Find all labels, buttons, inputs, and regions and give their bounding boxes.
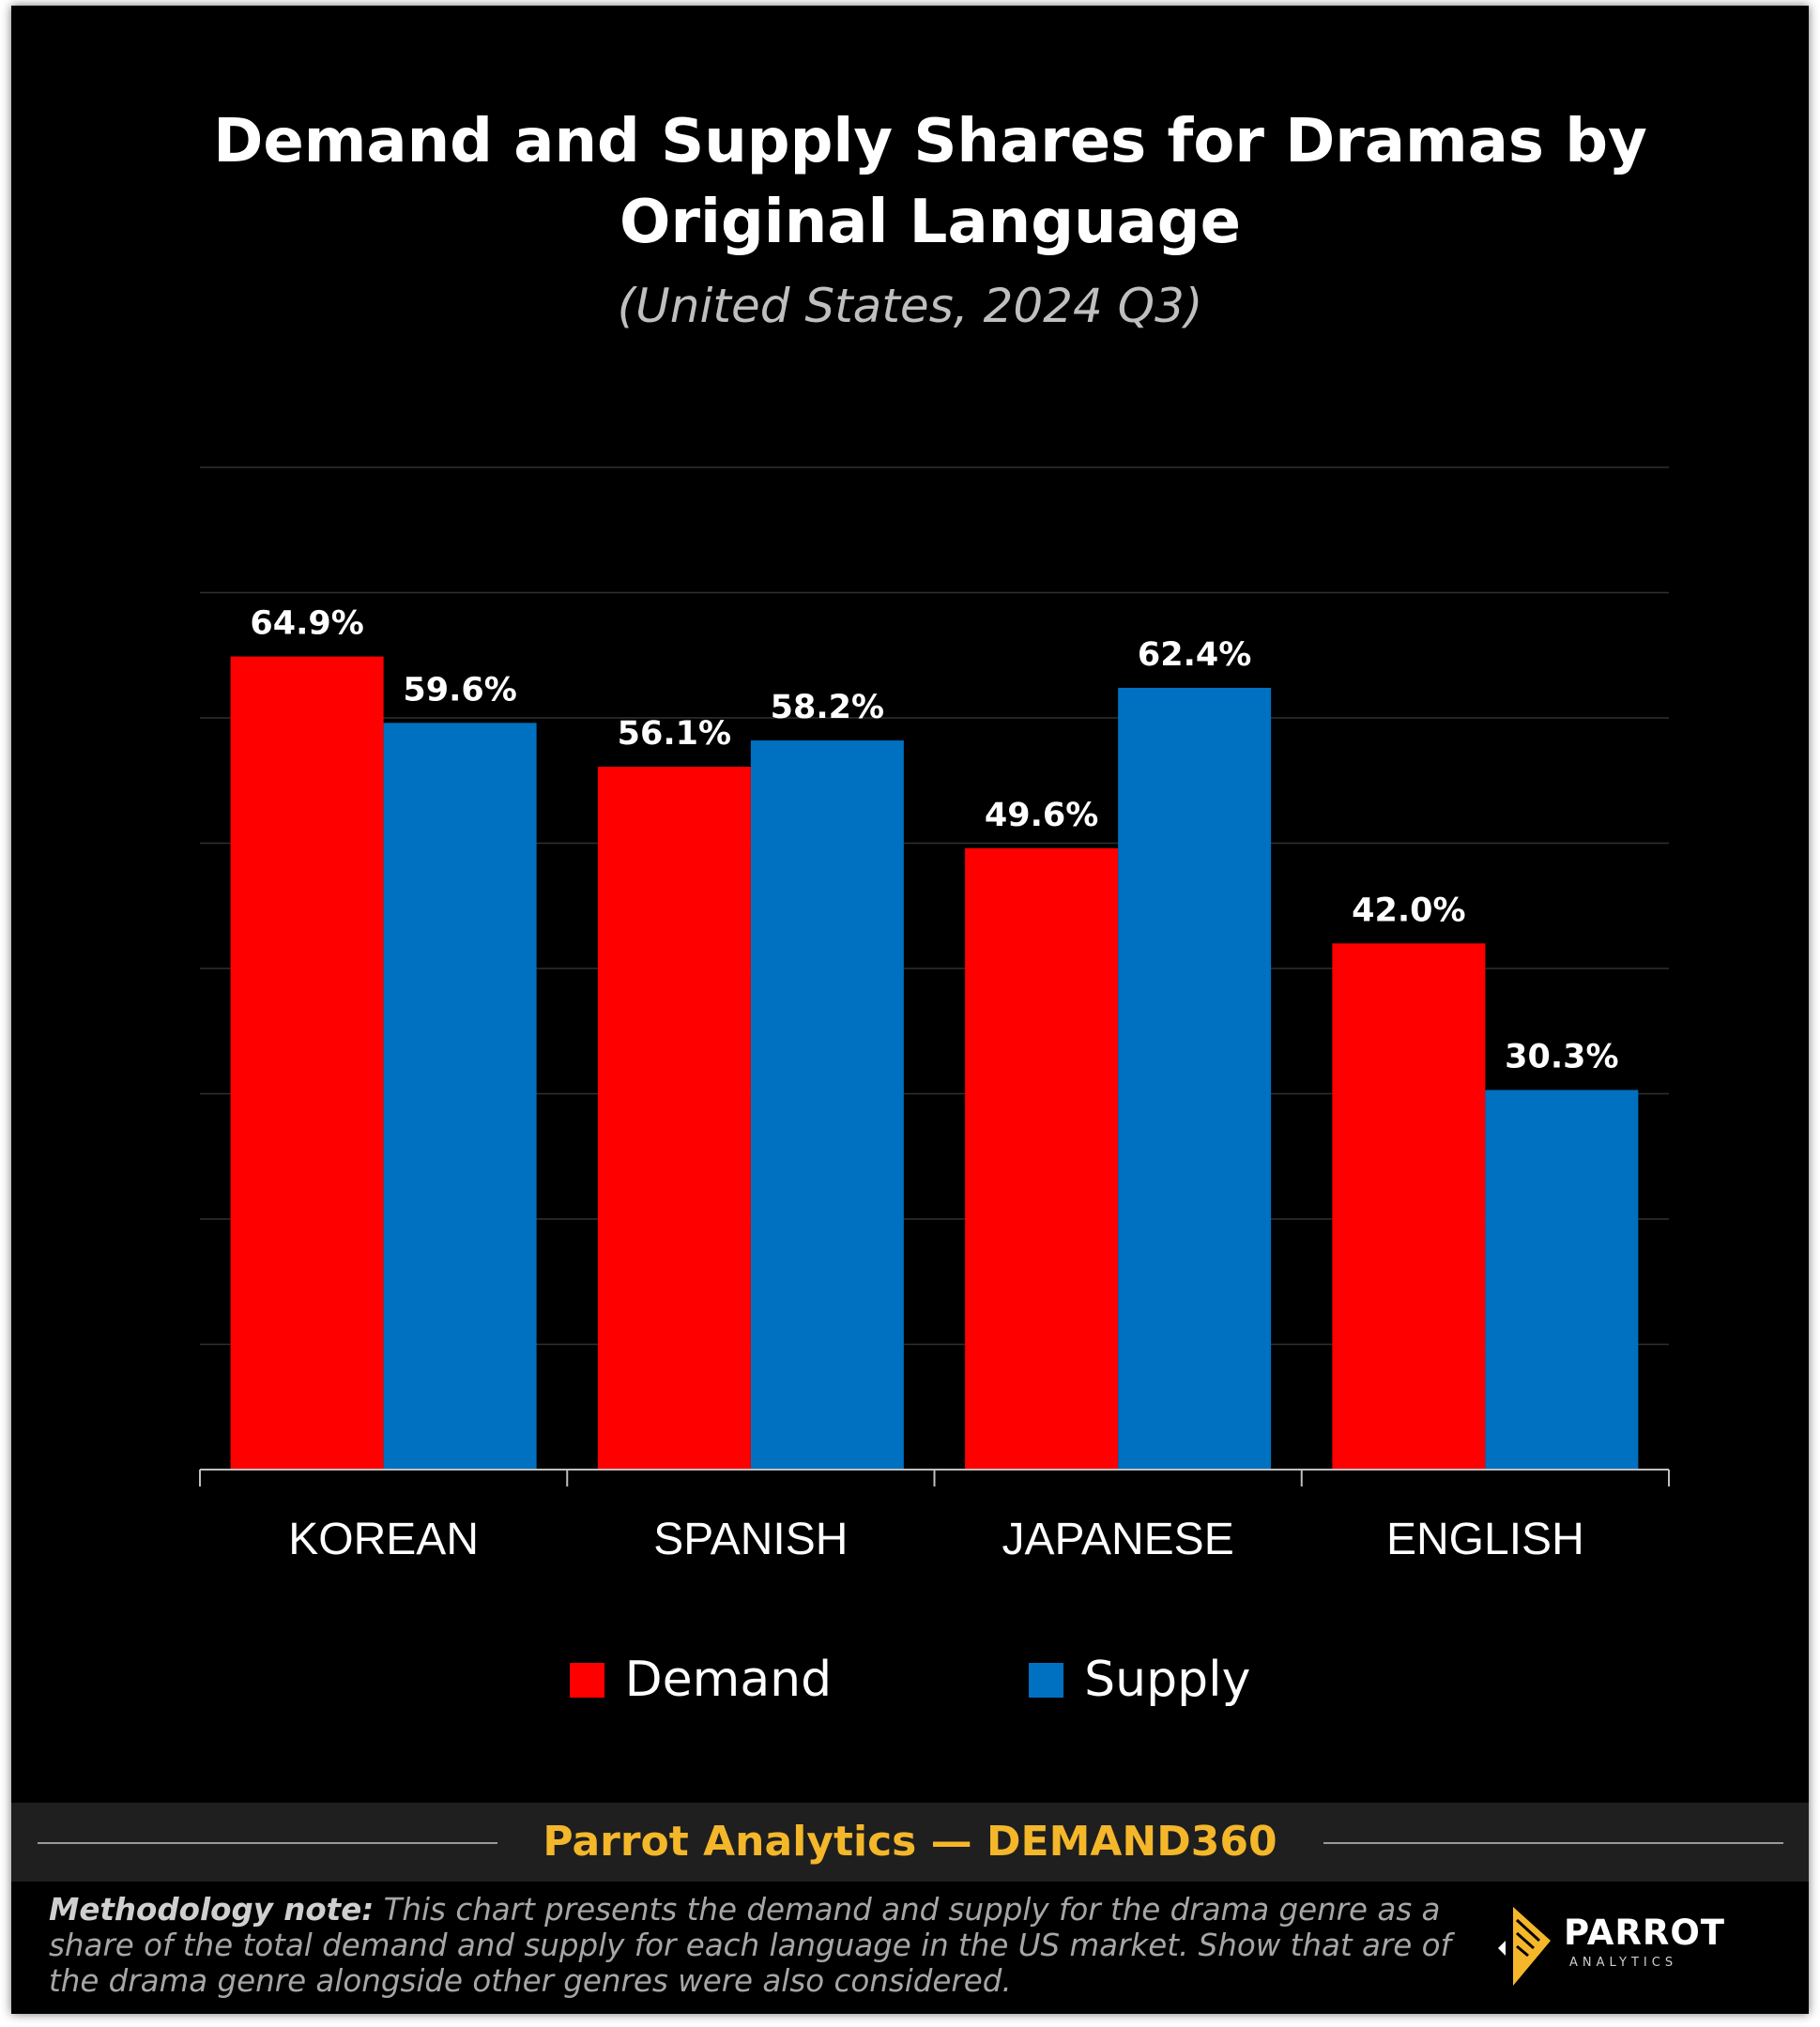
bar-supply [1485,1090,1639,1470]
parrot-analytics-logo: PARROT ANALYTICS [1492,1899,1724,1993]
legend-swatch-supply [1029,1662,1064,1698]
data-label: 30.3% [1505,1038,1618,1075]
data-label: 62.4% [1138,636,1251,674]
bar-demand [597,767,751,1470]
legend-label-supply: Supply [1084,1652,1251,1708]
category-label: ENGLISH [1386,1515,1584,1564]
bar-demand [965,847,1119,1470]
bar-supply [1118,687,1272,1470]
bar-demand [1332,943,1486,1470]
logo-wordmark: PARROT [1564,1913,1726,1953]
methodology-note: Methodology note: This chart presents th… [49,1892,1494,1999]
parrot-logo-icon [1498,1907,1551,1986]
chart-subtitle: (United States, 2024 Q3) [617,279,1203,333]
chart-title: Demand and Supply Shares for Dramas by O… [213,107,1647,257]
category-label: SPANISH [653,1515,848,1564]
methodology-note-label: Methodology note: [49,1892,375,1928]
category-label: JAPANESE [1002,1515,1234,1564]
bar-chart: 64.9% 56.1% 49.6% 42.0% 59.6% 58.2% 62.4% 30.3%… [199,466,1670,1564]
data-label: 58.2% [771,689,884,726]
data-label: 49.6% [985,797,1098,834]
legend-label-demand: Demand [624,1652,833,1708]
bar-supply [750,740,904,1470]
bar-demand [230,656,384,1470]
data-label: 59.6% [403,671,516,709]
data-label: 42.0% [1352,892,1465,929]
category-label: KOREAN [288,1515,479,1564]
chart-legend: Demand Supply [0,1652,1820,1708]
footer-brand: Parrot Analytics — DEMAND360 [543,1818,1277,1866]
footer-rule-right [1323,1842,1783,1844]
data-label: 64.9% [250,605,363,643]
legend-swatch-demand [569,1662,604,1698]
legend-item-supply: Supply [1029,1652,1250,1708]
footer-rule-left [38,1842,497,1844]
logo-subtext: ANALYTICS [1569,1956,1678,1970]
legend-item-demand: Demand [569,1652,833,1708]
data-label: 56.1% [618,715,731,753]
bar-supply [383,723,537,1470]
methodology-note-text: This chart presents the demand and suppl… [49,1892,1451,1999]
